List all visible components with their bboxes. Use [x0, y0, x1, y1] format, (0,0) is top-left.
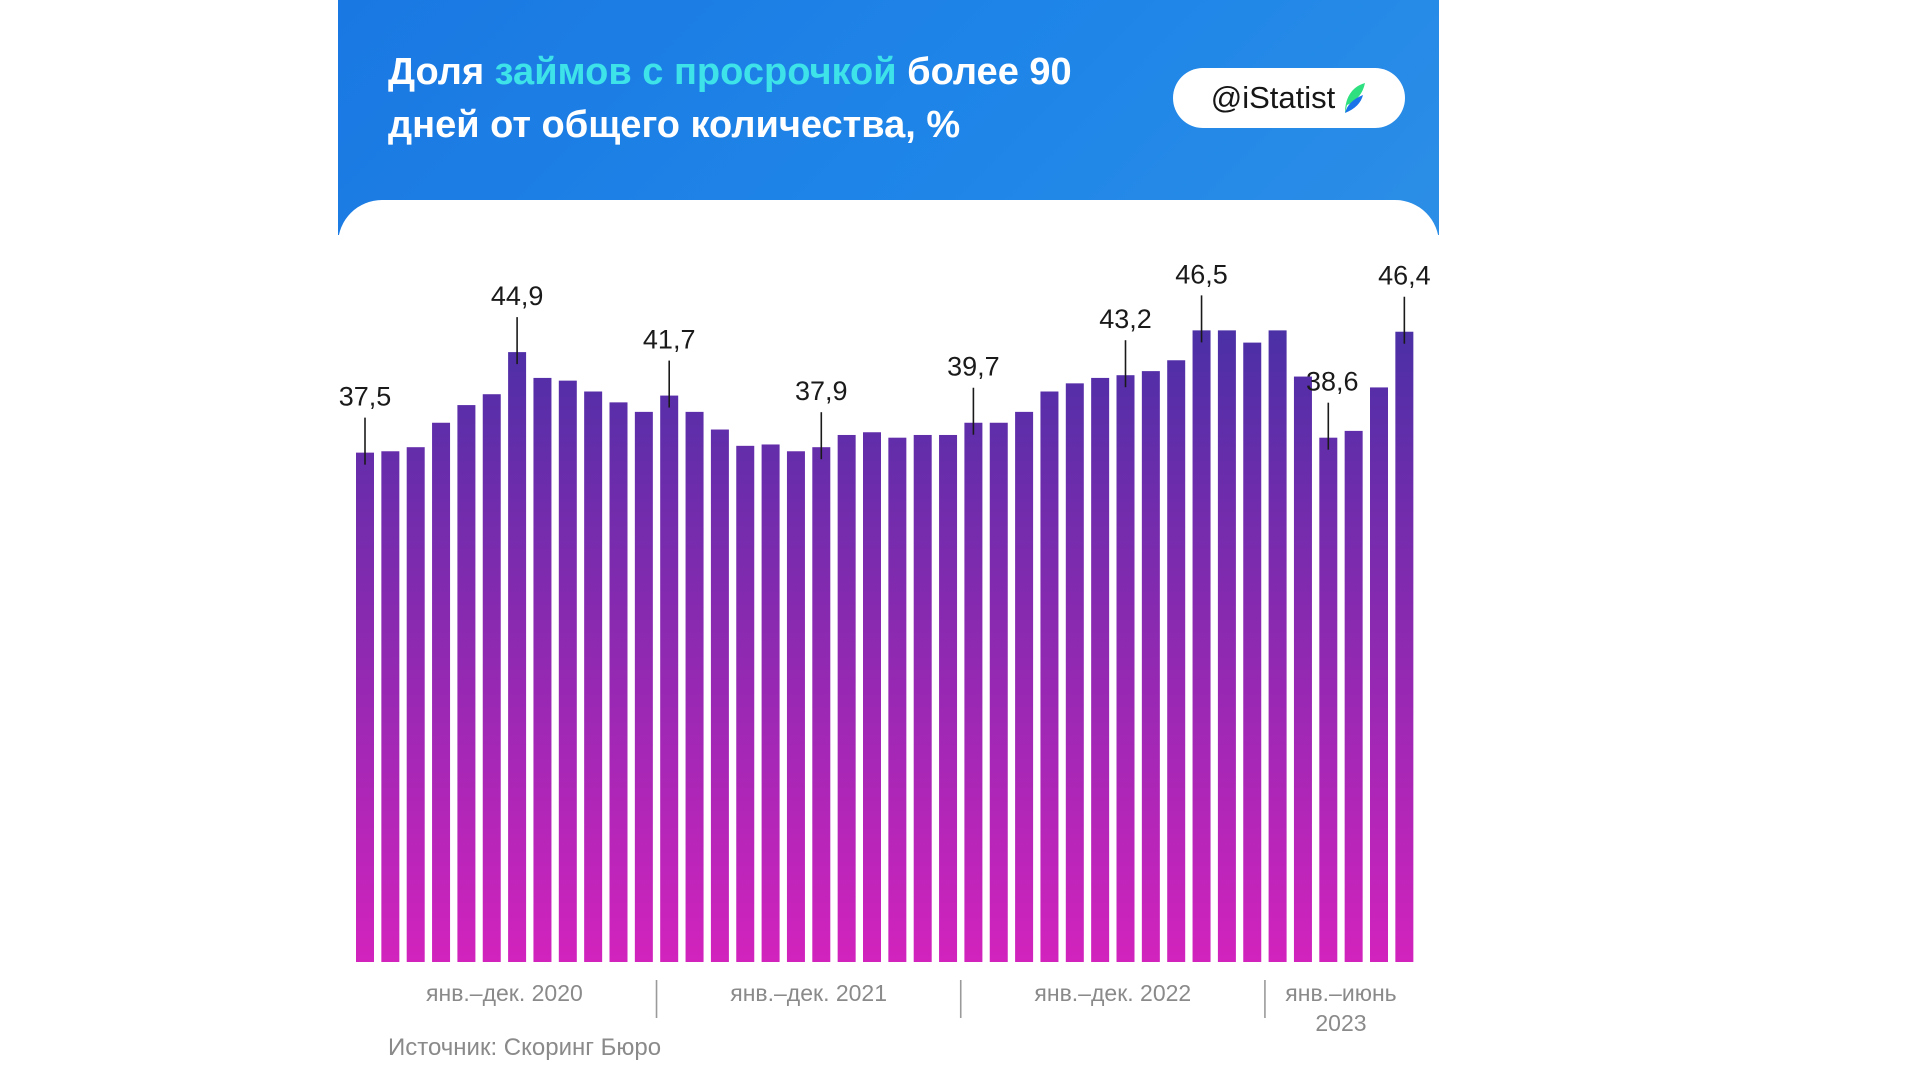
title-part2: более 90 дней от общего количества, %: [388, 51, 1072, 146]
bar: [964, 422, 983, 962]
data-label: 39,7: [947, 352, 1000, 382]
bar: [584, 391, 603, 962]
source-note: Источник: Скоринг Бюро: [388, 1034, 662, 1061]
bar: [634, 411, 653, 962]
bar: [457, 405, 476, 962]
bar: [558, 380, 577, 963]
period-label: янв.–июнь: [1285, 980, 1396, 1006]
bar: [1293, 376, 1312, 962]
bar: [939, 434, 958, 962]
data-label: 37,5: [339, 382, 392, 412]
bar: [508, 352, 527, 962]
bar: [888, 437, 907, 962]
data-label: 41,7: [643, 325, 696, 355]
bar: [913, 434, 932, 962]
period-label: янв.–дек. 2020: [426, 980, 583, 1006]
data-label: 38,6: [1306, 367, 1359, 397]
bar: [381, 451, 400, 962]
bar: [863, 432, 881, 962]
bar: [1268, 330, 1287, 962]
bar: [685, 411, 704, 962]
period-label: янв.–дек. 2021: [730, 980, 887, 1006]
bar: [432, 422, 451, 962]
bar: [1370, 387, 1388, 962]
bar: [812, 447, 831, 963]
bar: [533, 377, 552, 963]
bar: [1395, 331, 1414, 962]
bar: [1091, 377, 1110, 963]
header-banner: Доля займов с просрочкой более 90 дней о…: [338, 0, 1439, 235]
period-label-year: 2023: [1315, 1010, 1366, 1036]
bar: [482, 394, 501, 962]
bar: [660, 395, 679, 962]
bar: [1243, 342, 1262, 963]
bar: [710, 429, 729, 962]
bar: [1167, 360, 1186, 963]
chart-title: Доля займов с просрочкой более 90 дней о…: [388, 46, 1148, 152]
period-label: янв.–дек. 2022: [1034, 980, 1191, 1006]
bar: [1192, 330, 1211, 962]
data-label: 46,4: [1378, 261, 1431, 291]
bar: [736, 445, 755, 962]
title-highlight: займов с просрочкой: [494, 51, 897, 93]
data-label: 46,5: [1175, 259, 1228, 289]
bar: [989, 422, 1008, 962]
bar: [406, 447, 425, 963]
title-part1: Доля: [388, 51, 495, 93]
data-label: 37,9: [795, 376, 848, 406]
brand-label: @iStatist: [1210, 80, 1336, 115]
bar: [1040, 391, 1059, 962]
bar: [837, 434, 856, 962]
bar: [1141, 371, 1160, 962]
bar: [1344, 430, 1363, 962]
bar: [786, 451, 805, 962]
bar: [1319, 437, 1338, 962]
bar: [1116, 375, 1135, 962]
leaf-logo-icon: [1345, 83, 1366, 113]
bar: [1015, 411, 1034, 962]
bar-chart: 37,5 44,9 41,7 37,9 39,7 43,2 46,5 38,6 46,4 янв.…: [339, 259, 1431, 1036]
bar: [761, 444, 780, 963]
bar: [609, 402, 628, 962]
data-label: 43,2: [1099, 304, 1152, 334]
bar: [1217, 330, 1236, 962]
chart-card: Доля займов с просрочкой более 90 дней о…: [338, 0, 1439, 1080]
bar: [356, 452, 374, 962]
bar: [1065, 383, 1084, 963]
brand-badge[interactable]: @iStatist: [1173, 68, 1405, 128]
data-label: 44,9: [491, 281, 544, 311]
